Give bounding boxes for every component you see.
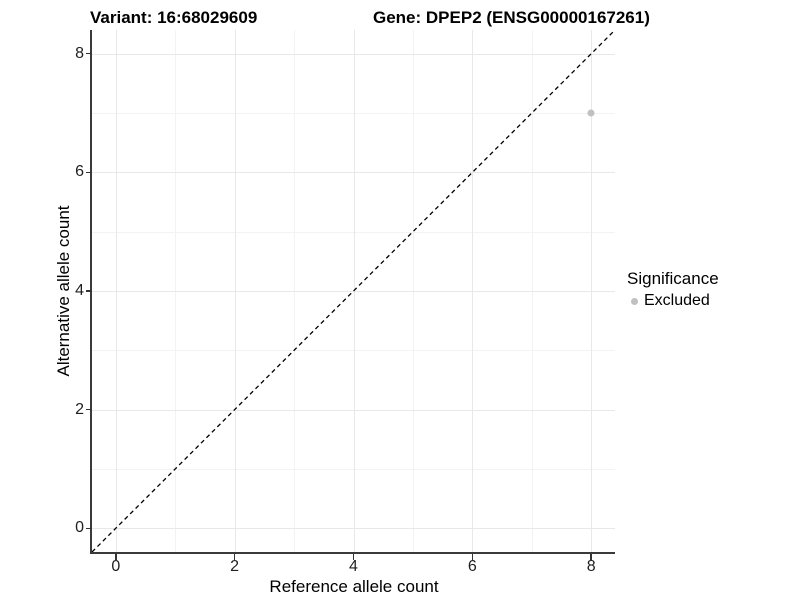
y-major-gridline — [92, 528, 615, 530]
x-tick-label: 2 — [230, 558, 240, 575]
legend: Significance Excluded — [627, 268, 719, 311]
x-tick-mark — [352, 554, 355, 560]
y-tick-mark — [86, 171, 92, 174]
y-tick-label: 2 — [75, 400, 84, 418]
identity-line — [91, 29, 616, 553]
y-major-gridline — [92, 409, 615, 411]
x-tick-mark — [233, 554, 236, 560]
x-tick-label: 0 — [111, 558, 121, 575]
y-major-gridline — [92, 53, 615, 55]
x-tick-label: 6 — [467, 558, 477, 575]
y-tick-label: 8 — [75, 44, 84, 62]
y-tick-mark — [86, 52, 92, 55]
x-axis-title: Reference allele count — [269, 577, 439, 596]
y-major-gridline — [92, 172, 615, 174]
x-axis-line — [90, 552, 615, 554]
x-tick-mark — [471, 554, 474, 560]
y-major-gridline — [92, 291, 615, 292]
gene-title: Gene: DPEP2 (ENSG00000167261) — [373, 8, 650, 27]
y-tick-mark — [86, 290, 92, 292]
y-tick-label: 0 — [75, 519, 84, 537]
x-tick-label: 4 — [349, 558, 358, 575]
excluded-dot-icon — [631, 297, 638, 305]
y-tick-label: 4 — [75, 282, 84, 299]
legend-item-excluded: Excluded — [627, 291, 719, 311]
data-point — [587, 109, 595, 117]
x-tick-label: 8 — [586, 558, 596, 575]
y-tick-label: 6 — [75, 163, 84, 181]
legend-item-label: Excluded — [644, 292, 710, 309]
y-tick-mark — [86, 408, 92, 411]
y-axis-line — [90, 30, 92, 554]
x-tick-mark — [590, 554, 592, 560]
legend-title: Significance — [627, 269, 719, 288]
y-tick-mark — [86, 527, 92, 530]
variant-title: Variant: 16:68029609 — [90, 8, 258, 27]
plot-panel — [91, 29, 616, 553]
x-tick-mark — [115, 554, 117, 560]
